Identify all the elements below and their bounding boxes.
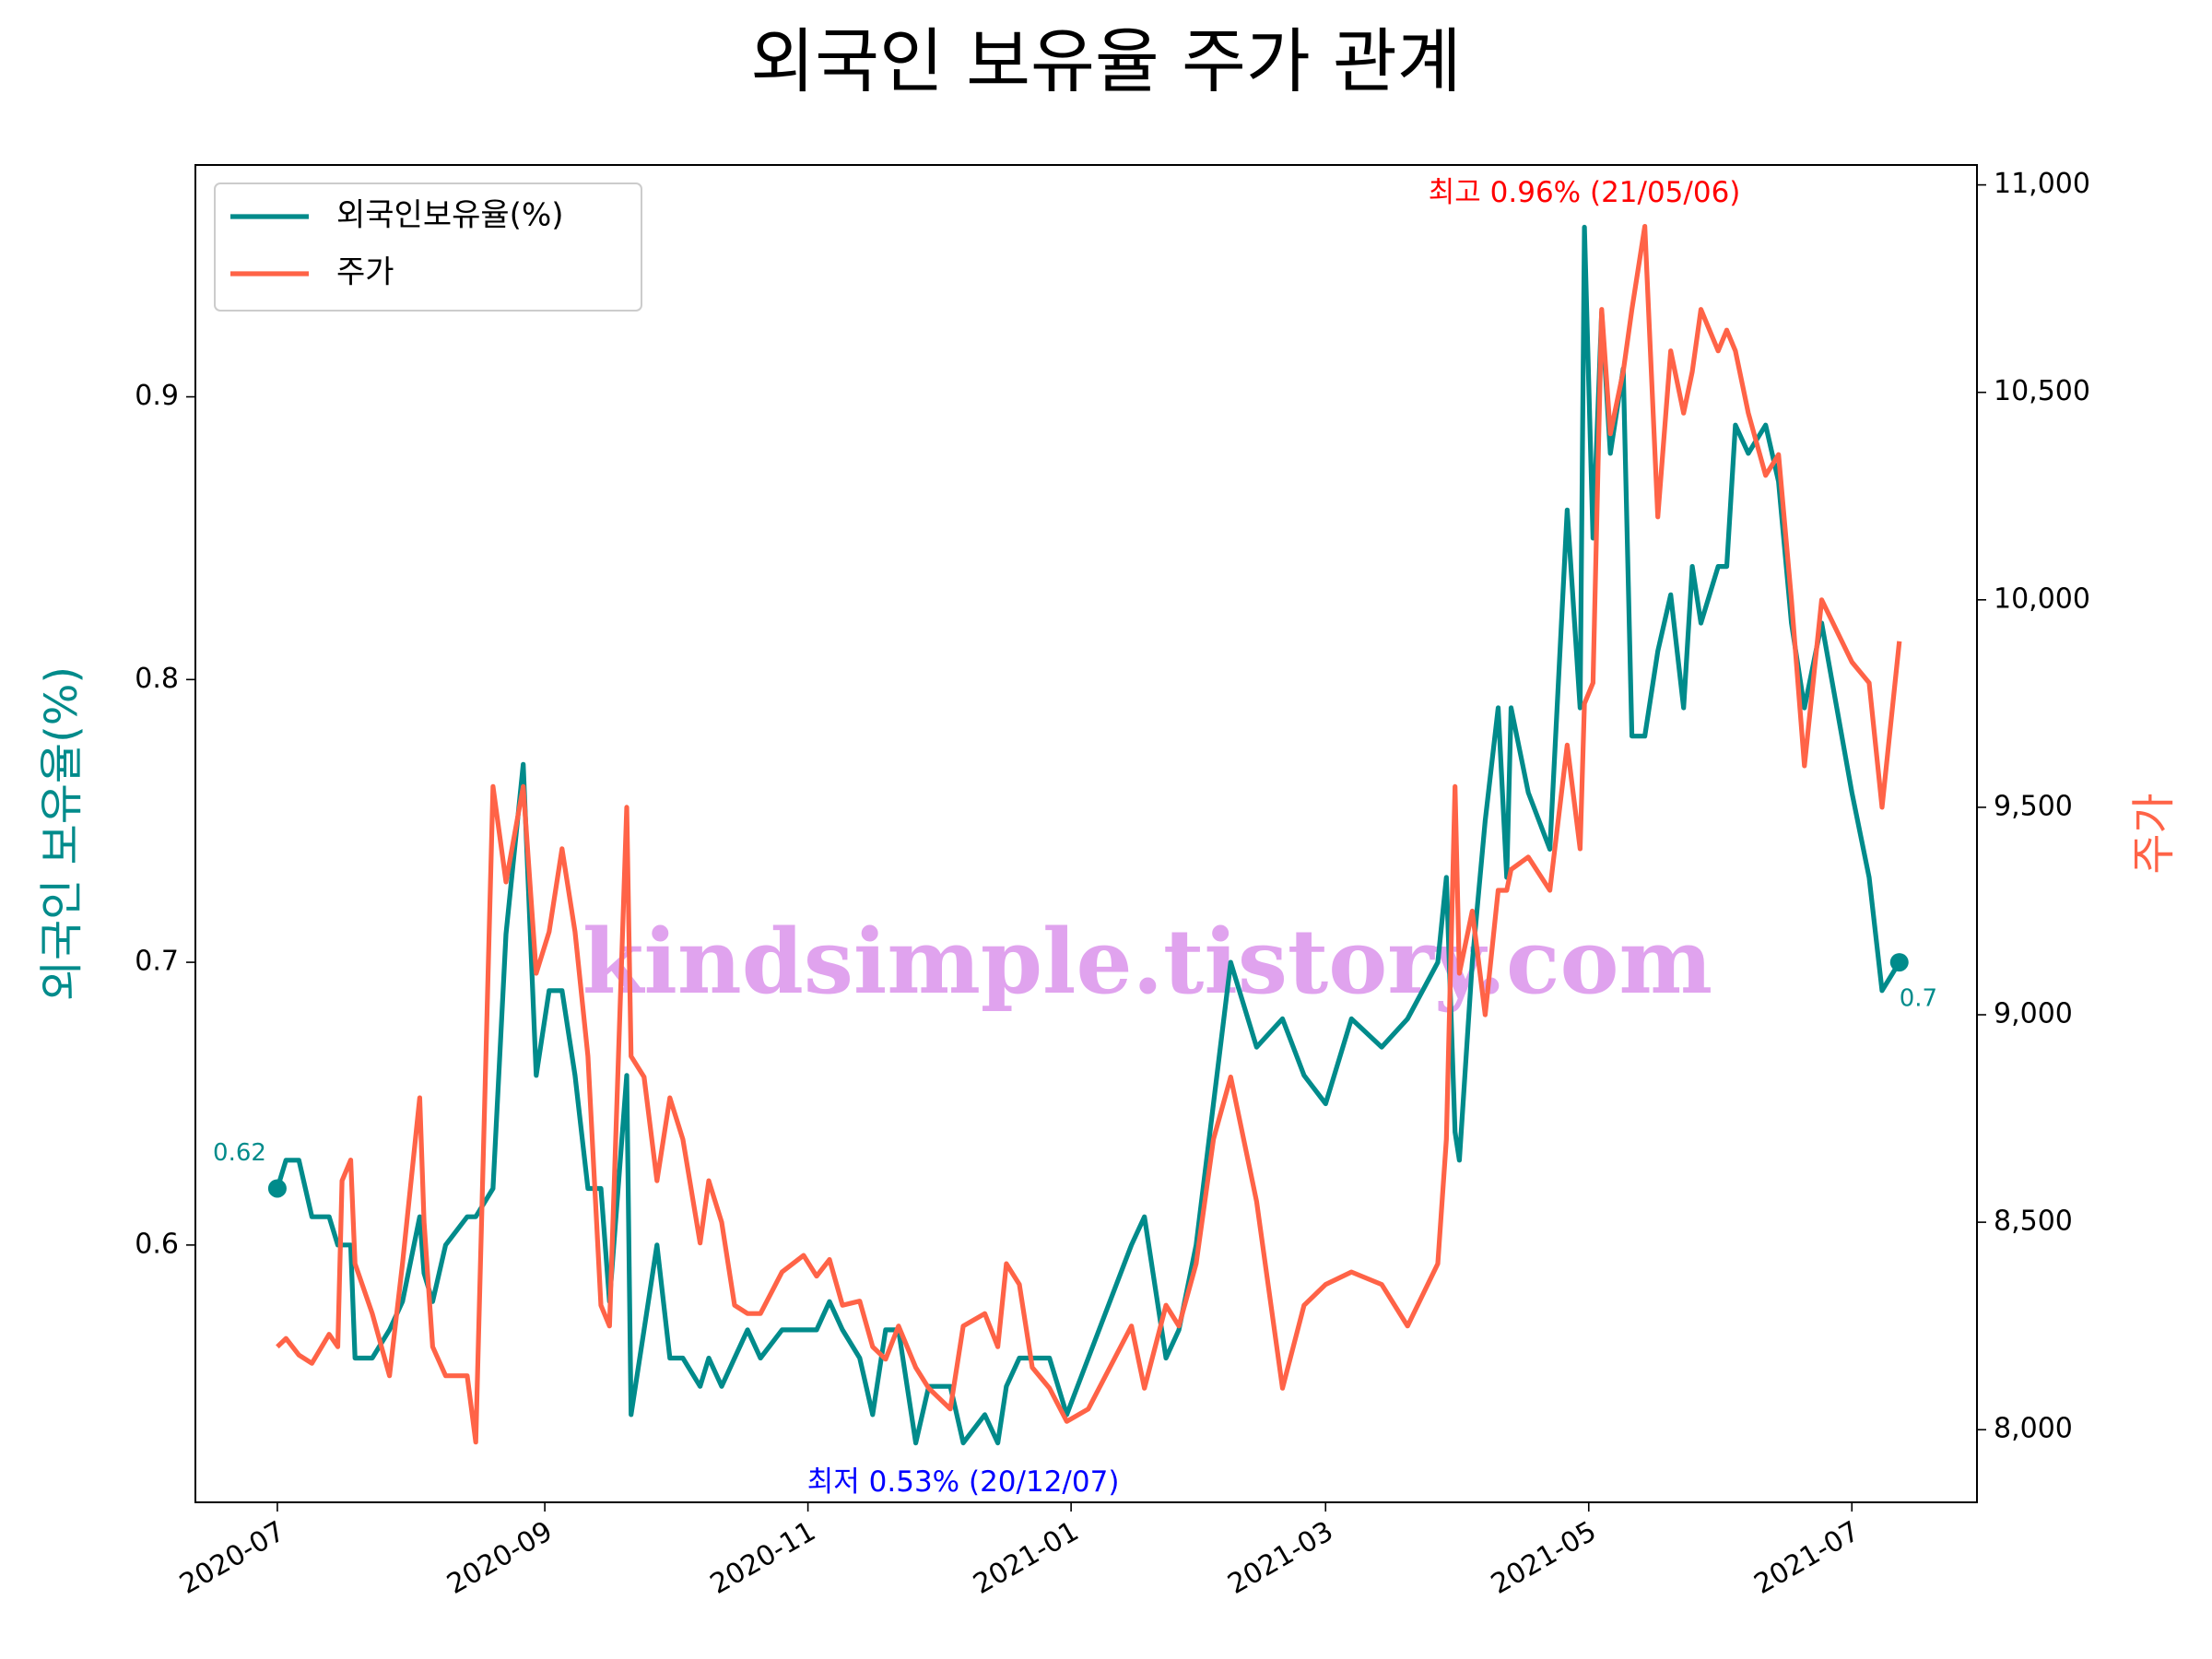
legend-box (214, 182, 642, 312)
y-tick-label: 0.8 (135, 663, 179, 695)
y2-tick-label: 8,000 (1994, 1413, 2073, 1445)
y2-tick-label: 8,500 (1994, 1206, 2073, 1238)
legend: 외국인보유율(%) 주가 (214, 182, 642, 312)
y-tick-label: 0.6 (135, 1228, 179, 1260)
annotation: 최고 0.96% (21/05/06) (1429, 176, 1741, 209)
y2-tick-label: 10,500 (1994, 375, 2090, 407)
y2-axis-label: 주가 (2128, 793, 2180, 874)
end-label: 0.62 (213, 1139, 266, 1167)
end-label: 0.7 (1900, 985, 1937, 1013)
y-tick-label: 0.9 (135, 380, 179, 412)
plot-frame (194, 164, 1978, 1503)
legend-label: 주가 (336, 254, 394, 291)
end-marker (1889, 953, 1909, 972)
chart-title: 외국인 보유율 주가 관계 (750, 20, 1462, 102)
y-axis-label: 외국인 보유율(%) (36, 666, 88, 1001)
y2-tick-label: 10,000 (1994, 582, 2090, 615)
annotation: 최저 0.53% (20/12/07) (807, 1465, 1120, 1499)
series-line (275, 224, 1902, 1446)
y-tick-label: 0.7 (135, 946, 179, 978)
end-marker (267, 1179, 287, 1198)
y2-tick-label: 9,500 (1994, 790, 2073, 822)
series-line (276, 224, 1902, 1445)
legend-label: 외국인보유율(%) (336, 197, 564, 234)
watermark: kindsimple.tistory.com (582, 910, 1712, 1014)
y2-tick-label: 11,000 (1994, 168, 2090, 200)
y2-tick-label: 9,000 (1994, 998, 2073, 1030)
